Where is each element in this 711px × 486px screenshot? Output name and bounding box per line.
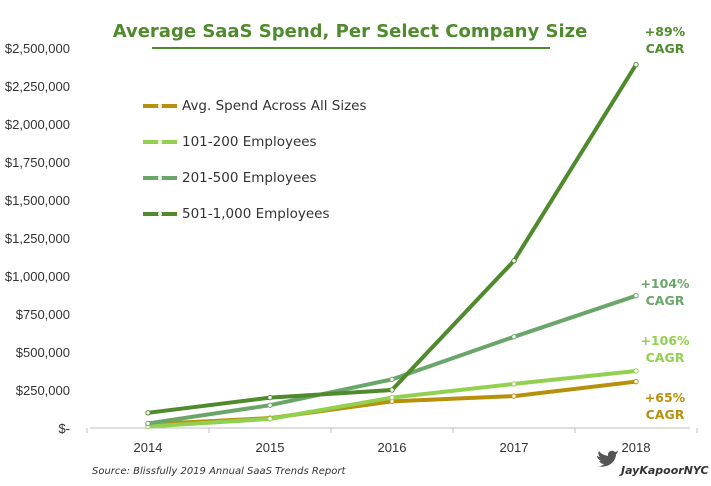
y-axis: $- $250,000 $500,000 $750,000 $1,000,000 $1,2… — [5, 41, 70, 436]
cagr-label: CAGR — [646, 293, 685, 308]
data-point — [633, 293, 639, 299]
y-tick-label: $250,000 — [16, 383, 70, 398]
cagr-value: +104% — [640, 276, 690, 291]
data-point — [267, 402, 273, 408]
data-point — [633, 62, 639, 68]
legend: Avg. Spend Across All Sizes 101-200 Emplo… — [143, 98, 367, 222]
cagr-annotations: +65% CAGR +106% CAGR +104% CAGR +89% CAGR — [640, 24, 690, 422]
y-tick-label: $1,750,000 — [5, 155, 70, 170]
data-point — [145, 410, 151, 416]
data-point — [389, 394, 395, 401]
data-point — [267, 394, 273, 401]
x-tick-label: 2018 — [622, 440, 651, 455]
legend-label: 101-200 Employees — [182, 134, 317, 150]
y-tick-label: $750,000 — [16, 307, 70, 322]
y-tick-label: $2,000,000 — [5, 117, 70, 132]
legend-marker — [158, 104, 162, 108]
cagr-label: CAGR — [646, 407, 685, 422]
cagr-label: CAGR — [646, 41, 685, 56]
x-tick-label: 2017 — [500, 440, 529, 455]
series-layer — [145, 62, 639, 430]
data-point — [511, 381, 517, 387]
x-tick-label: 2014 — [134, 440, 163, 455]
cagr-value: +65% — [645, 390, 686, 405]
cagr-value: +89% — [645, 24, 686, 39]
legend-marker — [158, 140, 162, 144]
data-point — [389, 376, 395, 383]
legend-label: Avg. Spend Across All Sizes — [182, 98, 367, 114]
data-point — [267, 416, 273, 422]
cagr-value: +106% — [640, 333, 690, 348]
x-tick-label: 2016 — [378, 440, 407, 455]
y-tick-label: $500,000 — [16, 345, 70, 360]
series-line — [146, 62, 638, 415]
y-tick-label: $1,500,000 — [5, 193, 70, 208]
twitter-bird-icon — [596, 450, 618, 467]
y-tick-label: $- — [58, 421, 70, 436]
x-tick-label: 2015 — [256, 440, 285, 455]
legend-marker — [158, 176, 162, 180]
credit-handle: JayKapoorNYC — [619, 464, 709, 477]
legend-label: 501-1,000 Employees — [182, 206, 329, 222]
legend-label: 201-500 Employees — [182, 170, 317, 186]
y-tick-label: $1,000,000 — [5, 269, 70, 284]
data-point — [633, 378, 639, 385]
source-note: Source: Blissfully 2019 Annual SaaS Tren… — [92, 466, 347, 477]
y-tick-label: $2,250,000 — [5, 79, 70, 94]
cagr-label: CAGR — [646, 350, 685, 365]
data-point — [633, 368, 639, 374]
data-point — [511, 334, 517, 340]
credit: JayKapoorNYC — [596, 450, 709, 477]
x-axis: 2014 2015 2016 2017 2018 — [86, 428, 698, 455]
data-point — [145, 420, 151, 427]
y-tick-label: $1,250,000 — [5, 231, 70, 246]
legend-marker — [158, 212, 162, 216]
chart-title: Average SaaS Spend, Per Select Company S… — [113, 21, 588, 42]
data-point — [511, 258, 517, 264]
data-point — [389, 387, 395, 393]
data-point — [511, 393, 517, 399]
y-tick-label: $2,500,000 — [5, 41, 70, 56]
